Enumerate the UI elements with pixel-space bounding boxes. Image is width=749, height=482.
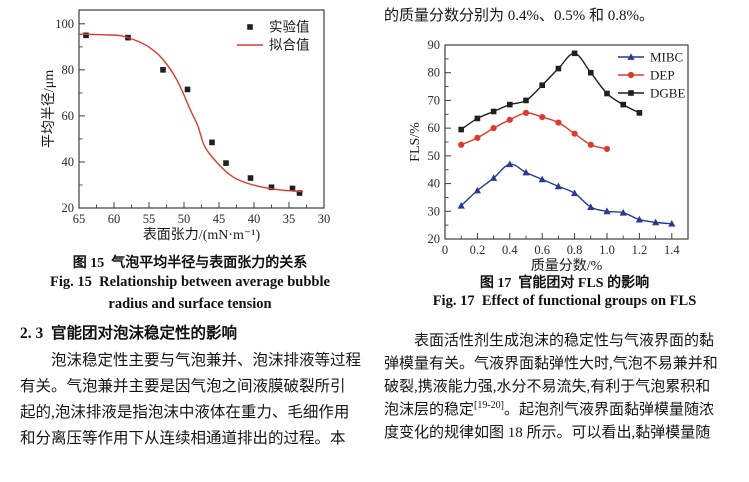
fig17-series-DGBE	[458, 50, 643, 133]
paragraph-line: 破裂,携液能力强,水分不易流失,有利于气泡累积和	[384, 379, 711, 395]
fig17-y-tick-label: 70	[428, 93, 441, 107]
fig17-y-axis-title: FLS/%	[408, 122, 423, 162]
fig15-y-axis: 20 40 60 80 100	[55, 17, 85, 215]
fig17-legend-label: MIBC	[650, 50, 683, 65]
left-paragraph: 泡沫稳定性主要与气泡兼并、泡沫排液等过程 有关。气泡兼并主要是因气泡之间液膜破裂…	[20, 348, 376, 452]
fig15-x-tick-label: 45	[213, 212, 226, 226]
fig15-caption-en-line2: radius and surface tension	[108, 296, 272, 312]
fig17-y-tick-label: 30	[428, 204, 441, 218]
paragraph-line: 弹模量有关。气液界面黏弹性大时,气泡不易兼并和	[384, 356, 718, 372]
fig17-x-tick-label: 0.4	[502, 243, 518, 257]
fig15-y-tick-label: 80	[62, 63, 75, 77]
fig17-x-axis: 0 0.2 0.4 0.6 0.8 1.0 1.2 1.4	[442, 233, 680, 257]
right-top-line: 的质量分数分别为 0.4%、0.5% 和 0.8%。	[384, 8, 654, 24]
fig17-y-tick-label: 80	[428, 66, 441, 80]
fig15-x-tick-label: 35	[283, 212, 296, 226]
fig15-x-tick-label: 40	[248, 212, 261, 226]
paragraph-line: 泡沫层的稳定[19-20]。起泡剂气液界面黏弹模量随浓	[384, 400, 715, 419]
fig17-y-tick-label: 40	[428, 177, 441, 191]
fig15-chart: 65 60 55 50 45 40 35 30 20 40 60 80 100 表面张力/(mN·m⁻¹)…	[41, 9, 331, 243]
fig15-x-axis: 65 60 55 50 45 40 35 30	[73, 202, 331, 226]
paragraph-line: 有关。气泡兼并主要是因气泡之间液膜破裂所引	[20, 378, 346, 395]
fig17-y-axis: 20 30 40 50 60 70 80 90	[428, 38, 451, 246]
fig17-y-tick-label: 60	[428, 121, 441, 135]
fig17-x-tick-label: 0.2	[470, 243, 486, 257]
fig15-legend-label: 拟合值	[269, 38, 310, 53]
fig17-x-axis-title: 质量分数/%	[531, 258, 603, 274]
fig15-y-tick-label: 60	[62, 109, 75, 123]
paragraph-line: 和分离压等作用下从连续相通道排出的过程。本	[20, 430, 346, 447]
fig15-x-tick-label: 30	[318, 212, 331, 226]
fig17-x-tick-label: 0.6	[534, 243, 550, 257]
fig15-x-tick-label: 60	[108, 212, 121, 226]
fig15-y-tick-label: 20	[62, 201, 75, 215]
paragraph-line: 度变化的规律如图 18 所示。可以看出,黏弹模量随	[384, 425, 711, 441]
paragraph-line: 表面活性剂生成泡沫的稳定性与气液界面的黏	[414, 333, 715, 349]
fig15-y-axis-title: 平均半径/μm	[41, 70, 57, 148]
fig17-x-tick-label: 1.2	[632, 243, 648, 257]
fig15-x-tick-label: 65	[73, 212, 86, 226]
fig17-x-tick-label: 0.8	[567, 243, 583, 257]
fig15-series-拟合值	[78, 33, 304, 193]
fig15-x-tick-label: 55	[143, 212, 156, 226]
fig17-chart: 0 0.2 0.4 0.6 0.8 1.0 1.2 1.4 20 30 40 50 60 70 80 90 质量…	[408, 38, 689, 274]
fig17-caption-cn: 图 17 官能团对 FLS 的影响	[479, 276, 650, 291]
fig17-legend-label: DGBE	[650, 86, 685, 101]
paragraph-line: 起的,泡沫排液是指泡沫中液体在重力、毛细作用	[20, 404, 350, 421]
fig15-x-axis-title: 表面张力/(mN·m⁻¹)	[143, 227, 261, 243]
fig15-x-tick-label: 50	[178, 212, 191, 226]
fig15-y-tick-label: 100	[55, 17, 74, 31]
section-title: 官能团对泡沫稳定性的影响	[51, 325, 238, 342]
fig17-caption-en: Fig. 17 Effect of functional groups on F…	[432, 293, 697, 309]
fig15-caption-cn: 图 15 气泡平均半径与表面张力的关系	[72, 256, 308, 271]
paragraph-line: 泡沫稳定性主要与气泡兼并、泡沫排液等过程	[51, 352, 362, 369]
fig17-x-tick-label: 1.4	[664, 243, 680, 257]
reference-superscript: [19-20]	[474, 400, 505, 411]
right-paragraph: 表面活性剂生成泡沫的稳定性与气液界面的黏 弹模量有关。气液界面黏弹性大时,气泡不…	[384, 330, 748, 445]
fig17-series-MIBC	[457, 160, 676, 227]
fig17-legend-label: DEP	[650, 68, 675, 83]
fig15-legend-label: 实验值	[269, 20, 310, 35]
fig17-y-tick-label: 20	[428, 232, 441, 246]
fig17-x-tick-label: 1.0	[599, 243, 615, 257]
fig15-y-tick-label: 40	[62, 155, 75, 169]
fig15-caption-en-line1: Fig. 15 Relationship between average bub…	[50, 274, 330, 290]
fig17-legend: MIBC DEP DGBE	[618, 50, 685, 101]
section-number: 2. 3	[20, 325, 44, 342]
fig17-x-tick-label: 0	[442, 243, 448, 257]
fig17-y-tick-label: 90	[428, 38, 441, 52]
section-heading: 2. 3 官能团对泡沫稳定性的影响	[20, 321, 237, 343]
fig17-series-DEP	[458, 109, 611, 153]
fig17-y-tick-label: 50	[428, 149, 441, 163]
